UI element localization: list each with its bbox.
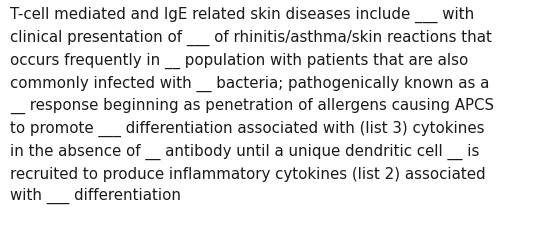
Text: T-cell mediated and IgE related skin diseases include ___ with
clinical presenta: T-cell mediated and IgE related skin dis…	[10, 7, 494, 203]
